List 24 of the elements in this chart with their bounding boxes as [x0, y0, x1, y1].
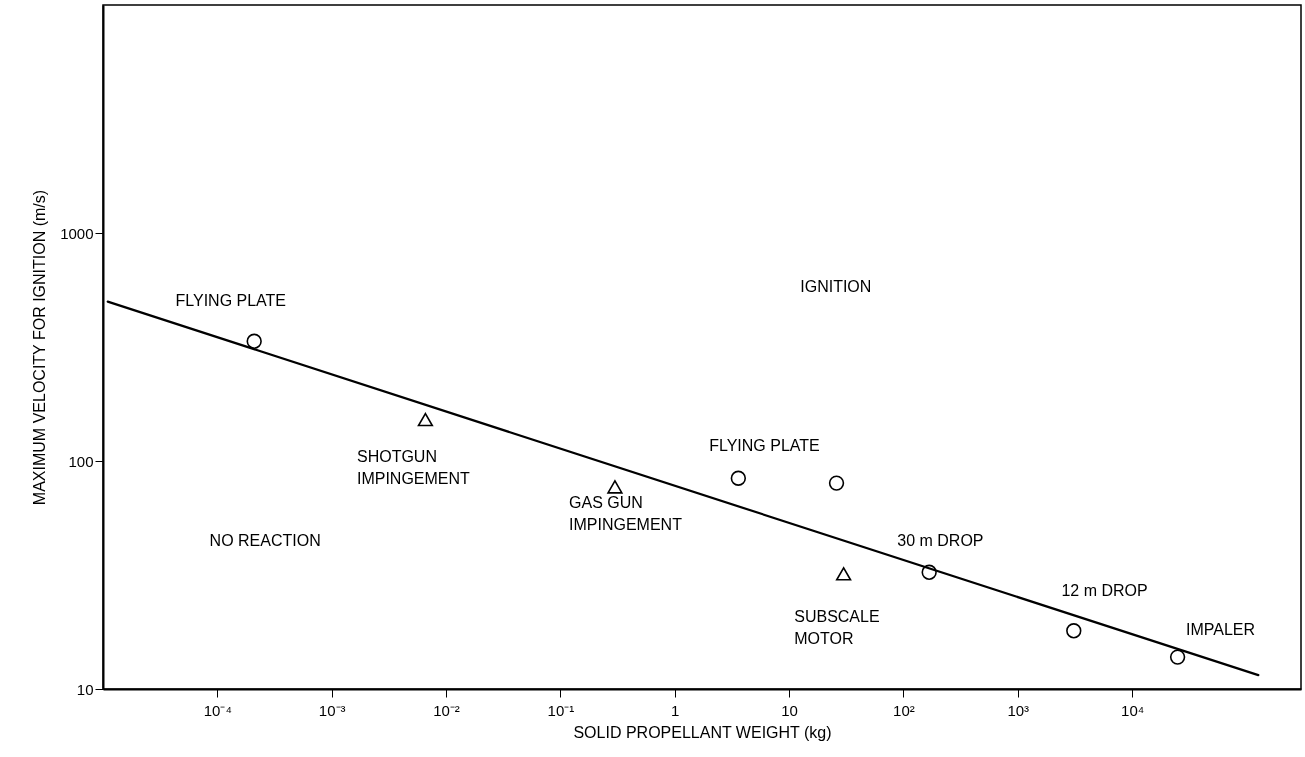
y-axis-title: MAXIMUM VELOCITY FOR IGNITION (m/s)	[31, 189, 49, 506]
x-tick-label: 10⁴	[1121, 701, 1145, 719]
x-tick-label: 10⁻¹	[547, 701, 575, 719]
x-tick-label: 10⁻³	[318, 701, 346, 719]
y-tick-label: 100	[68, 452, 94, 470]
annotation: FLYING PLATE	[709, 437, 820, 455]
annotation: FLYING PLATE	[175, 292, 287, 310]
y-tick-label: 10	[76, 680, 94, 698]
x-tick-label: 10⁻⁴	[203, 701, 232, 719]
y-tick-label: 1000	[60, 224, 94, 242]
annotation: 30 m DROP	[897, 532, 984, 550]
x-tick-label: 10³	[1007, 701, 1030, 719]
annotation: SUBSCALE MOTOR	[794, 608, 880, 648]
x-tick-label: 1	[671, 701, 680, 719]
x-tick-label: 10⁻²	[433, 701, 460, 719]
annotation: GAS GUN IMPINGEMENT	[569, 493, 683, 533]
annotation: SHOTGUN IMPINGEMENT	[356, 448, 471, 488]
x-tick-label: 10²	[893, 701, 915, 719]
annotation: 12 m DROP	[1061, 582, 1148, 600]
annotation: NO REACTION	[209, 532, 321, 550]
annotation: IGNITION	[800, 277, 872, 295]
x-axis-title: SOLID PROPELLANT WEIGHT (kg)	[573, 723, 832, 741]
annotation: IMPALER	[1185, 621, 1256, 639]
x-tick-label: 10	[781, 701, 798, 719]
